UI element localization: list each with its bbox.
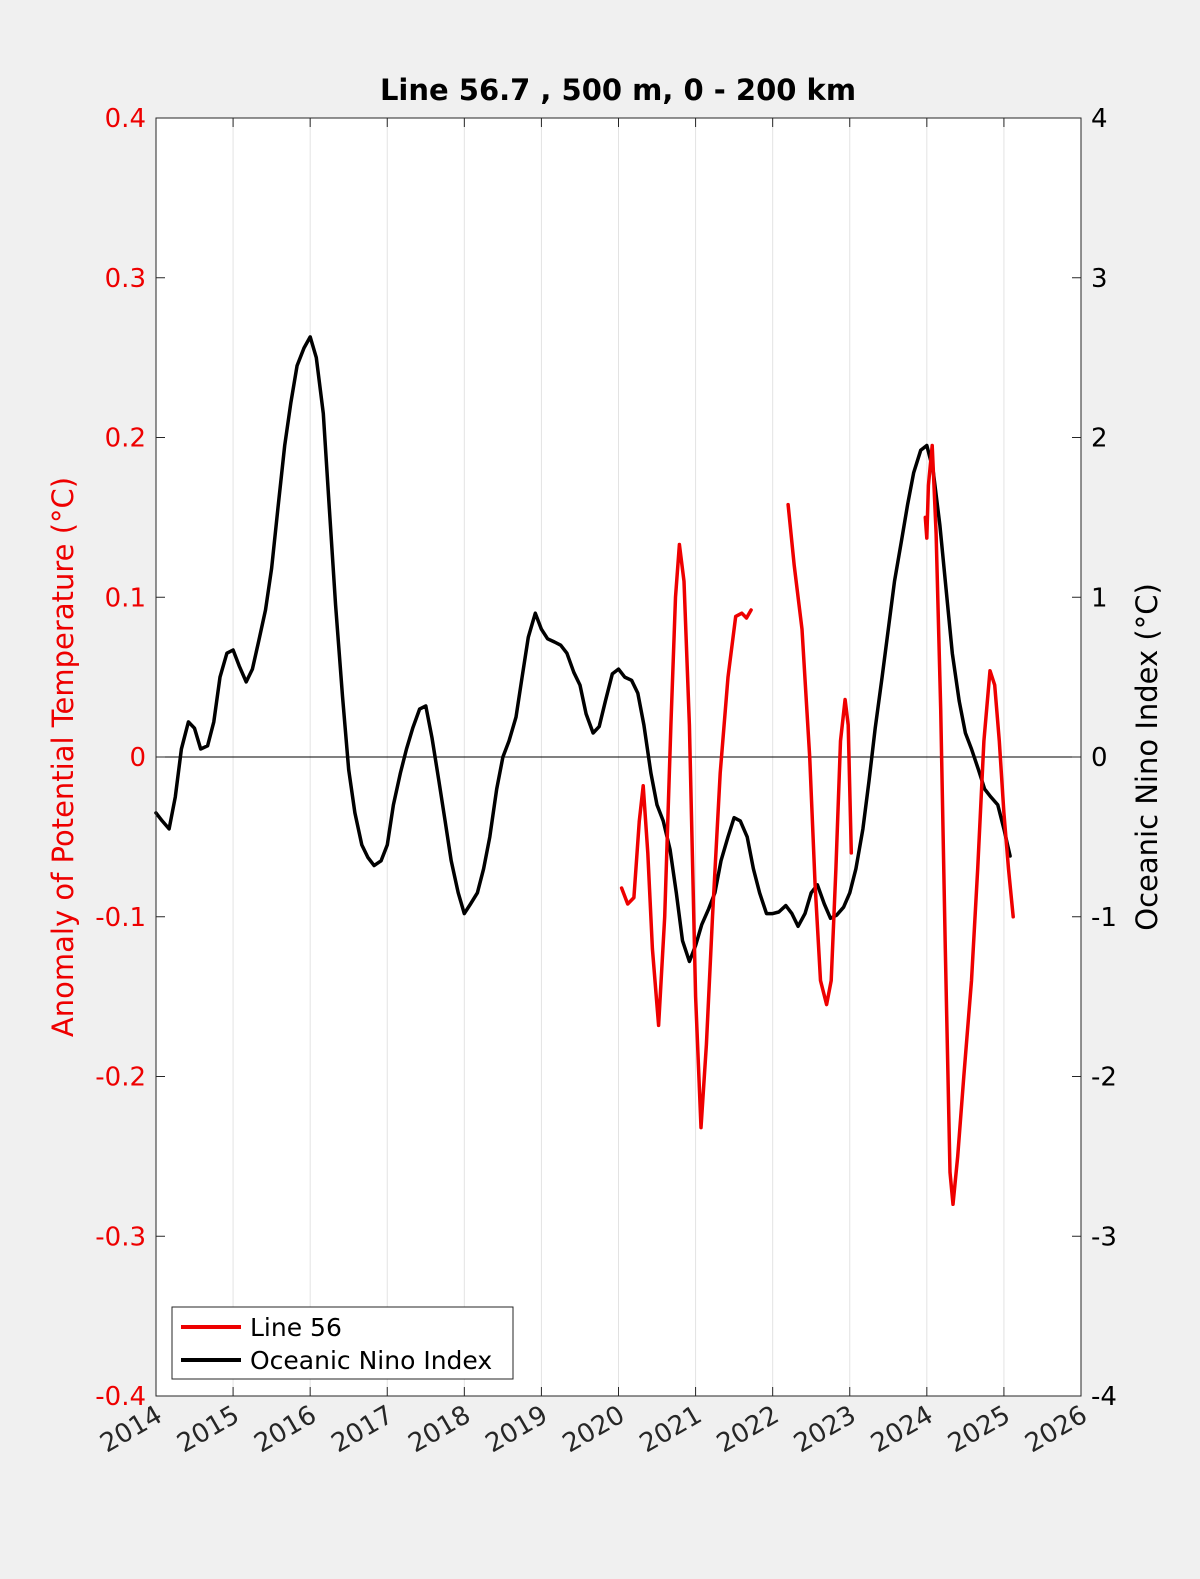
legend: Line 56 Oceanic Nino Index xyxy=(171,1306,514,1380)
y-tick-label-left: 0.3 xyxy=(105,264,146,294)
y-tick-label-right: -3 xyxy=(1091,1222,1117,1252)
y-axis-label-left: Anomaly of Potential Temperature (°C) xyxy=(46,477,80,1037)
series-line-oceanic-nino-index xyxy=(154,335,1012,964)
y-tick-label-right: 1 xyxy=(1091,583,1108,613)
y-tick-label-right: 2 xyxy=(1091,424,1108,454)
series-line-line-56-segment-3 xyxy=(923,443,1015,1207)
y-axis-label-right: Oceanic Nino Index (°C) xyxy=(1130,583,1164,931)
y-tick-label-left: -0.3 xyxy=(95,1222,146,1252)
y-tick-label-right: -4 xyxy=(1091,1382,1117,1412)
series-layer xyxy=(154,335,1015,1207)
y-tick-label-left: 0.1 xyxy=(105,583,146,613)
legend-label-line-56: Line 56 xyxy=(250,1313,342,1342)
y-tick-label-left: 0 xyxy=(129,743,146,773)
y-tick-label-right: -1 xyxy=(1091,903,1117,933)
y-tick-label-left: 0.2 xyxy=(105,424,146,454)
y-tick-label-left: 0.4 xyxy=(105,104,146,134)
chart-title: Line 56.7 , 500 m, 0 - 200 km xyxy=(380,73,856,107)
y-tick-label-right: 3 xyxy=(1091,264,1108,294)
y-tick-label-right: 4 xyxy=(1091,104,1108,134)
y-tick-label-left: -0.2 xyxy=(95,1063,146,1093)
y-tick-label-right: -2 xyxy=(1091,1063,1117,1093)
y-tick-label-right: 0 xyxy=(1091,743,1108,773)
y-tick-label-left: -0.1 xyxy=(95,903,146,933)
y-tick-label-left: -0.4 xyxy=(95,1382,146,1412)
legend-label-oni: Oceanic Nino Index xyxy=(250,1346,492,1375)
series-line-line-56-segment-2 xyxy=(786,502,854,1007)
legend-box xyxy=(171,1306,514,1380)
series-line-line-56-segment-1 xyxy=(619,542,753,1130)
